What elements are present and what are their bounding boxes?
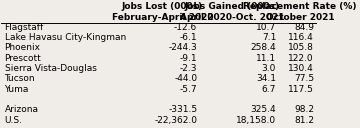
- Text: Lake Havasu City-Kingman: Lake Havasu City-Kingman: [5, 33, 126, 42]
- Text: 34.1: 34.1: [256, 74, 276, 83]
- Text: -2.3: -2.3: [180, 64, 197, 73]
- Text: -9.1: -9.1: [180, 54, 197, 63]
- Text: October 2021: October 2021: [266, 13, 334, 22]
- Text: 122.0: 122.0: [288, 54, 314, 63]
- Text: 3.0: 3.0: [262, 64, 276, 73]
- Text: April 2020-Oct. 2021: April 2020-Oct. 2021: [180, 13, 284, 22]
- Text: 10.7: 10.7: [256, 23, 276, 32]
- Text: 81.2: 81.2: [294, 116, 314, 125]
- Text: Phoenix: Phoenix: [5, 44, 41, 52]
- Text: 105.8: 105.8: [288, 44, 314, 52]
- Text: 116.4: 116.4: [288, 33, 314, 42]
- Text: Arizona: Arizona: [5, 105, 39, 114]
- Text: -244.3: -244.3: [168, 44, 197, 52]
- Text: 84.9: 84.9: [294, 23, 314, 32]
- Text: U.S.: U.S.: [5, 116, 23, 125]
- Text: Replacement Rate (%): Replacement Rate (%): [243, 2, 357, 11]
- Text: 18,158.0: 18,158.0: [236, 116, 276, 125]
- Text: Tucson: Tucson: [5, 74, 35, 83]
- Text: 98.2: 98.2: [294, 105, 314, 114]
- Text: -6.1: -6.1: [180, 33, 197, 42]
- Text: 117.5: 117.5: [288, 85, 314, 94]
- Text: 6.7: 6.7: [262, 85, 276, 94]
- Text: Sierra Vista-Douglas: Sierra Vista-Douglas: [5, 64, 96, 73]
- Text: 11.1: 11.1: [256, 54, 276, 63]
- Text: -22,362.0: -22,362.0: [154, 116, 197, 125]
- Text: Flagstaff: Flagstaff: [5, 23, 44, 32]
- Text: -44.0: -44.0: [174, 74, 197, 83]
- Text: Prescott: Prescott: [5, 54, 41, 63]
- Text: 325.4: 325.4: [251, 105, 276, 114]
- Text: -12.6: -12.6: [174, 23, 197, 32]
- Text: 130.4: 130.4: [288, 64, 314, 73]
- Text: 258.4: 258.4: [251, 44, 276, 52]
- Text: Jobs Lost (000s): Jobs Lost (000s): [122, 2, 203, 11]
- Text: Jobs Gained (000s): Jobs Gained (000s): [184, 2, 279, 11]
- Text: Yuma: Yuma: [5, 85, 29, 94]
- Text: February-April 2020: February-April 2020: [112, 13, 213, 22]
- Text: 7.1: 7.1: [262, 33, 276, 42]
- Text: -5.7: -5.7: [180, 85, 197, 94]
- Text: -331.5: -331.5: [168, 105, 197, 114]
- Text: 77.5: 77.5: [294, 74, 314, 83]
